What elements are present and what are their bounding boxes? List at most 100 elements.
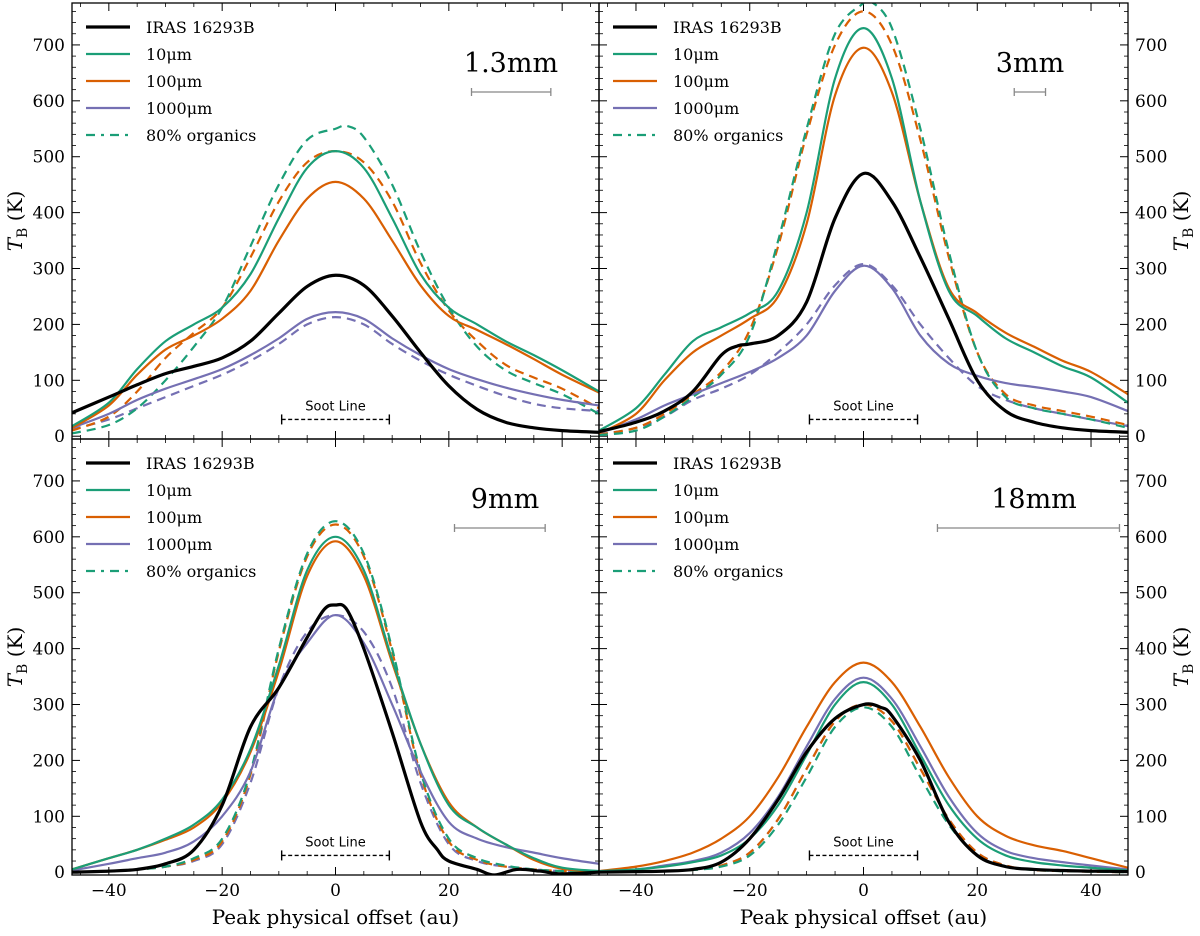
y-tick-label: 600 — [33, 92, 65, 112]
y-tick-label: 300 — [1135, 696, 1167, 716]
series-org10 — [72, 520, 599, 874]
x-tick-label: 40 — [1080, 881, 1102, 901]
series-org1000 — [72, 316, 599, 431]
legend: IRAS 16293B 10μm 100μm 1000μm 80% organics — [86, 454, 256, 581]
soot-line-label: Soot Line — [833, 399, 893, 414]
y-tick-label: 200 — [1135, 751, 1167, 771]
x-tick-label: −20 — [204, 881, 240, 901]
legend: IRAS 16293B 10μm 100μm 1000μm 80% organics — [613, 454, 783, 581]
legend-label: 100μm — [673, 72, 729, 91]
series-org10 — [599, 3, 1128, 437]
minor-ticks — [72, 3, 599, 439]
wavelength-label: 18mm — [991, 484, 1077, 515]
legend-label: 80% organics — [146, 562, 256, 581]
legend-label: 100μm — [146, 72, 202, 91]
x-tick-label: 20 — [966, 881, 988, 901]
minor-ticks — [599, 3, 1128, 439]
soot-line-label: Soot Line — [833, 835, 893, 850]
legend-label: 80% organics — [146, 126, 256, 145]
y-axis-label: TB (K) — [3, 191, 31, 252]
y-tick-label: 700 — [33, 472, 65, 492]
legend-label: 100μm — [673, 508, 729, 527]
series-obs — [599, 171, 1128, 434]
y-axis-label: TB (K) — [1169, 191, 1197, 252]
y-tick-label: 200 — [1135, 315, 1167, 335]
soot-line-label: Soot Line — [305, 835, 365, 850]
y-tick-label: 400 — [33, 204, 65, 224]
series-g100 — [72, 540, 599, 873]
legend-label: IRAS 16293B — [146, 454, 255, 473]
wavelength-label: 3mm — [996, 48, 1064, 79]
y-tick-label: 100 — [33, 807, 65, 827]
y-tick-label: 100 — [1135, 371, 1167, 391]
panel-3mm: 0 100 200 300 400 500 600 700 Soot Line 3mm IRAS 1… — [598, 2, 1197, 447]
y-tick-label: 700 — [1135, 472, 1167, 492]
plot-area — [599, 3, 1128, 437]
plot-area — [599, 661, 1128, 874]
minor-ticks — [72, 439, 599, 875]
y-tick-label: 100 — [33, 371, 65, 391]
y-tick-label: 500 — [33, 584, 65, 604]
legend-label: 1000μm — [673, 535, 739, 554]
series-obs — [599, 702, 1128, 874]
legend-label: 10μm — [146, 45, 192, 64]
y-tick-label: 600 — [1135, 528, 1167, 548]
series-g100 — [599, 661, 1128, 873]
y-axis-label: TB (K) — [1169, 627, 1197, 688]
y-tick-label: 200 — [33, 751, 65, 771]
soot-line-label: Soot Line — [305, 399, 365, 414]
y-tick-label: 400 — [1135, 204, 1167, 224]
series-org10 — [72, 124, 599, 435]
legend-label: 10μm — [146, 481, 192, 500]
y-tick-label: 200 — [33, 315, 65, 335]
series-org100 — [72, 150, 599, 432]
legend-label: 10μm — [673, 45, 719, 64]
series-g1000 — [72, 311, 599, 429]
panel-1.3mm: 0 100 200 300 400 500 600 700 Soot Line 1.3mm IRAS… — [3, 2, 600, 447]
x-tick-label: 40 — [551, 881, 573, 901]
legend-label: IRAS 16293B — [673, 18, 782, 37]
series-g1000 — [599, 264, 1128, 435]
y-tick-label: 0 — [54, 427, 65, 447]
y-axis-label: TB (K) — [3, 627, 31, 688]
y-tick-label: 300 — [1135, 260, 1167, 280]
plot-area — [72, 520, 599, 875]
x-axis-label: Peak physical offset (au) — [212, 905, 459, 929]
x-tick-label: −40 — [618, 881, 654, 901]
x-tick-label: 20 — [438, 881, 460, 901]
panel-frame — [598, 438, 1129, 876]
series-g10 — [72, 535, 599, 873]
y-tick-label: 500 — [1135, 148, 1167, 168]
legend: IRAS 16293B 10μm 100μm 1000μm 80% organics — [613, 18, 783, 145]
legend-label: 1000μm — [673, 99, 739, 118]
wavelength-label: 9mm — [471, 484, 539, 515]
series-g10 — [72, 150, 599, 428]
series-obs — [72, 602, 599, 875]
y-tick-label: 0 — [1135, 427, 1146, 447]
y-tick-label: 300 — [33, 696, 65, 716]
y-tick-label: 700 — [33, 36, 65, 56]
y-tick-label: 0 — [54, 863, 65, 883]
legend-label: 80% organics — [673, 562, 783, 581]
y-tick-label: 600 — [33, 528, 65, 548]
legend-label: 1000μm — [146, 535, 212, 554]
series-g1000 — [72, 613, 599, 872]
y-tick-label: 400 — [1135, 640, 1167, 660]
legend-label: 1000μm — [146, 99, 212, 118]
y-tick-label: 400 — [33, 640, 65, 660]
legend-label: 10μm — [673, 481, 719, 500]
x-tick-label: 0 — [858, 881, 869, 901]
series-g10 — [599, 681, 1128, 873]
legend: IRAS 16293B 10μm 100μm 1000μm 80% organics — [86, 18, 256, 145]
x-axis-label: Peak physical offset (au) — [740, 905, 987, 929]
x-tick-label: −40 — [91, 881, 127, 901]
wavelength-label: 1.3mm — [464, 48, 558, 79]
y-tick-label: 100 — [1135, 807, 1167, 827]
x-tick-label: −20 — [732, 881, 768, 901]
y-tick-label: 700 — [1135, 36, 1167, 56]
series-org100 — [599, 10, 1128, 436]
series-g10 — [599, 27, 1128, 432]
series-g100 — [599, 46, 1128, 435]
